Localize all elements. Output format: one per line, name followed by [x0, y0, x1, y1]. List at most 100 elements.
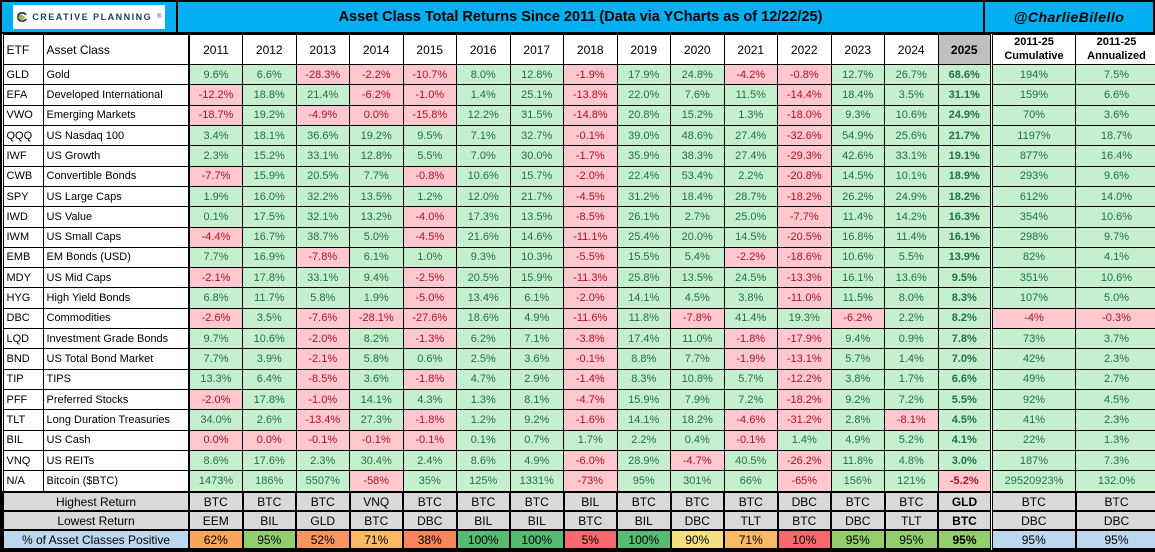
return-cell: 5.0% [349, 226, 404, 248]
col-header-year-2020: 2020 [670, 34, 725, 65]
return-cell: 33.1% [295, 145, 350, 167]
return-cell: -18.7% [188, 104, 243, 126]
footer-cell: 100% [509, 529, 565, 550]
return-cell: 3.6% [509, 348, 564, 370]
return-cell: 8.6% [188, 449, 243, 472]
col-header-year-2024: 2024 [884, 34, 939, 65]
return-cell: 14.5% [723, 226, 778, 248]
etf-cell: DBC [2, 307, 44, 330]
etf-cell: GLD [2, 63, 44, 86]
footer-cell: BTC [455, 491, 511, 512]
return-cell: 9.2% [509, 409, 564, 431]
annualized-cell: 4.5% [1075, 388, 1155, 411]
footer-cell: BTC [669, 491, 725, 512]
return-cell: -12.2% [777, 368, 832, 391]
footer-cell: 95% [830, 529, 886, 550]
return-cell: 9.5% [402, 124, 457, 147]
asset-class-cell: US REITs [42, 449, 190, 472]
asset-class-cell: US Mid Caps [42, 267, 190, 289]
return-cell: 6.2% [456, 328, 511, 350]
return-cell: -1.4% [563, 368, 618, 391]
return-cell: 3.9% [242, 348, 297, 370]
return-cell: 9.3% [830, 104, 885, 126]
return-cell: 33.1% [295, 267, 350, 289]
return-cell: 18.2% [670, 409, 725, 431]
footer-cell: BIL [455, 510, 511, 531]
return-cell: 10.6% [456, 165, 511, 187]
asset-class-cell: US Value [42, 206, 190, 228]
return-cell: 3.8% [723, 287, 778, 309]
return-cell: 0.9% [884, 328, 939, 350]
return-cell: 6.6% [937, 368, 992, 391]
return-cell: 31.2% [616, 185, 671, 208]
return-cell: -0.1% [563, 348, 618, 370]
return-cell: -1.8% [402, 368, 457, 391]
footer-cell: 5% [562, 529, 618, 550]
table-row: BIL US Cash 0.0% 0.0% -0.1% -0.1% -0.1% 0.1% 0.7… [2, 429, 1155, 451]
return-cell: 48.6% [670, 124, 725, 147]
return-cell: 11.5% [723, 84, 778, 106]
footer-cell: 38% [402, 529, 458, 550]
creative-planning-logo-icon: C [16, 8, 28, 26]
col-header-year-2011: 2011 [188, 34, 243, 65]
return-cell: -2.5% [402, 267, 457, 289]
asset-class-cell: US Small Caps [42, 226, 190, 248]
return-cell: 5.2% [884, 429, 939, 451]
footer-cell: DBC [830, 510, 886, 531]
return-cell: -11.0% [777, 287, 832, 309]
return-cell: 9.6% [188, 63, 243, 86]
return-cell: 15.9% [509, 267, 564, 289]
asset-class-cell: Long Duration Treasuries [42, 409, 190, 431]
return-cell: 33.1% [884, 145, 939, 167]
return-cell: 1.4% [777, 429, 832, 451]
table-row: MDY US Mid Caps -2.1% 17.8% 33.1% 9.4% -2.5% 20… [2, 267, 1155, 289]
return-cell: 11.5% [830, 287, 885, 309]
return-cell: 32.1% [295, 206, 350, 228]
return-cell: 10.1% [884, 165, 939, 187]
footer-cell: BTC [241, 491, 297, 512]
return-cell: 13.4% [456, 287, 511, 309]
return-cell: 16.7% [242, 226, 297, 248]
return-cell: -2.0% [563, 287, 618, 309]
asset-class-cell: TIPS [42, 368, 190, 391]
footer-cell: VNQ [348, 491, 404, 512]
return-cell: 0.1% [456, 429, 511, 451]
return-cell: -28.1% [349, 307, 404, 330]
return-cell: -4.7% [563, 388, 618, 411]
table-row: CWB Convertible Bonds -7.7% 15.9% 20.5% 7.7% -… [2, 165, 1155, 187]
asset-class-cell: US Growth [42, 145, 190, 167]
return-cell: -5.2% [937, 470, 992, 493]
return-cell: 17.9% [616, 63, 671, 86]
footer-label: Highest Return [2, 491, 190, 512]
return-cell: 12.7% [830, 63, 885, 86]
return-cell: 7.0% [937, 348, 992, 370]
footer-cell: BTC [616, 491, 672, 512]
return-cell: 28.7% [723, 185, 778, 208]
return-cell: -0.8% [402, 165, 457, 187]
return-cell: 18.6% [456, 307, 511, 330]
return-cell: -10.7% [402, 63, 457, 86]
return-cell: 25.6% [884, 124, 939, 147]
return-cell: 7.2% [723, 388, 778, 411]
return-cell: 13.2% [349, 206, 404, 228]
return-cell: 13.3% [188, 368, 243, 391]
return-cell: 11.4% [884, 226, 939, 248]
return-cell: -1.7% [563, 145, 618, 167]
annualized-cell: 9.6% [1075, 165, 1155, 187]
return-cell: 2.2% [723, 165, 778, 187]
return-cell: 16.0% [242, 185, 297, 208]
annualized-cell: -0.3% [1075, 307, 1155, 330]
return-cell: -4.2% [723, 63, 778, 86]
return-cell: -6.0% [563, 449, 618, 472]
asset-class-cell: Emerging Markets [42, 104, 190, 126]
return-cell: 1.9% [349, 287, 404, 309]
return-cell: 7.0% [456, 145, 511, 167]
return-cell: 32.7% [509, 124, 564, 147]
return-cell: 8.2% [349, 328, 404, 350]
return-cell: 1331% [509, 470, 564, 493]
footer-cell: GLD [937, 491, 993, 512]
summary-header-line2: Annualized [1087, 49, 1146, 62]
return-cell: 15.9% [242, 165, 297, 187]
etf-cell: EMB [2, 246, 44, 269]
return-cell: -11.6% [563, 307, 618, 330]
